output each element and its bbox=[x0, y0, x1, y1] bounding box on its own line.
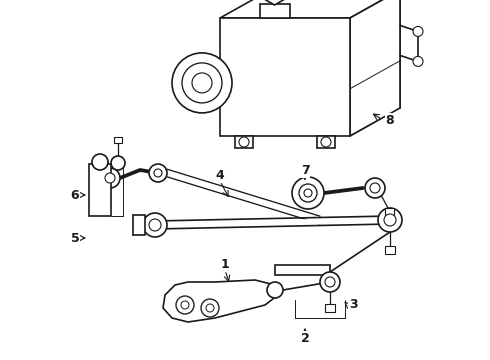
Polygon shape bbox=[235, 136, 253, 148]
Circle shape bbox=[111, 156, 125, 170]
Circle shape bbox=[292, 177, 324, 209]
Circle shape bbox=[370, 183, 380, 193]
Circle shape bbox=[267, 282, 283, 298]
Circle shape bbox=[239, 137, 249, 147]
Text: 3: 3 bbox=[349, 298, 357, 311]
Bar bbox=[385, 246, 395, 254]
Circle shape bbox=[143, 213, 167, 237]
Bar bbox=[385, 208, 394, 215]
Text: 4: 4 bbox=[216, 168, 224, 181]
Polygon shape bbox=[350, 0, 400, 136]
Circle shape bbox=[100, 168, 120, 188]
Text: 5: 5 bbox=[71, 231, 79, 244]
Bar bbox=[114, 137, 122, 143]
Circle shape bbox=[92, 154, 108, 170]
Text: 6: 6 bbox=[71, 189, 79, 202]
Bar bbox=[133, 215, 145, 235]
Circle shape bbox=[321, 137, 331, 147]
Text: 2: 2 bbox=[301, 332, 309, 345]
Text: 1: 1 bbox=[220, 257, 229, 270]
Circle shape bbox=[384, 214, 396, 226]
Circle shape bbox=[154, 169, 162, 177]
Circle shape bbox=[378, 208, 402, 232]
Circle shape bbox=[413, 57, 423, 66]
Circle shape bbox=[299, 184, 317, 202]
Circle shape bbox=[192, 73, 212, 93]
Circle shape bbox=[105, 173, 115, 183]
Polygon shape bbox=[317, 136, 335, 148]
Bar bbox=[89, 164, 111, 216]
Circle shape bbox=[206, 304, 214, 312]
Circle shape bbox=[176, 296, 194, 314]
Circle shape bbox=[325, 277, 335, 287]
Polygon shape bbox=[220, 0, 400, 18]
Circle shape bbox=[181, 301, 189, 309]
Bar bbox=[260, 4, 290, 18]
Circle shape bbox=[172, 53, 232, 113]
Text: 7: 7 bbox=[301, 163, 309, 176]
Text: 8: 8 bbox=[386, 113, 394, 126]
Circle shape bbox=[182, 63, 222, 103]
Bar bbox=[325, 304, 335, 312]
Circle shape bbox=[365, 178, 385, 198]
Circle shape bbox=[320, 272, 340, 292]
Circle shape bbox=[149, 164, 167, 182]
Circle shape bbox=[149, 219, 161, 231]
Polygon shape bbox=[265, 0, 284, 5]
Bar bbox=[275, 265, 330, 275]
Polygon shape bbox=[220, 18, 350, 136]
Circle shape bbox=[413, 26, 423, 36]
Circle shape bbox=[304, 189, 312, 197]
Polygon shape bbox=[270, 0, 400, 108]
Circle shape bbox=[201, 299, 219, 317]
Polygon shape bbox=[163, 280, 278, 322]
